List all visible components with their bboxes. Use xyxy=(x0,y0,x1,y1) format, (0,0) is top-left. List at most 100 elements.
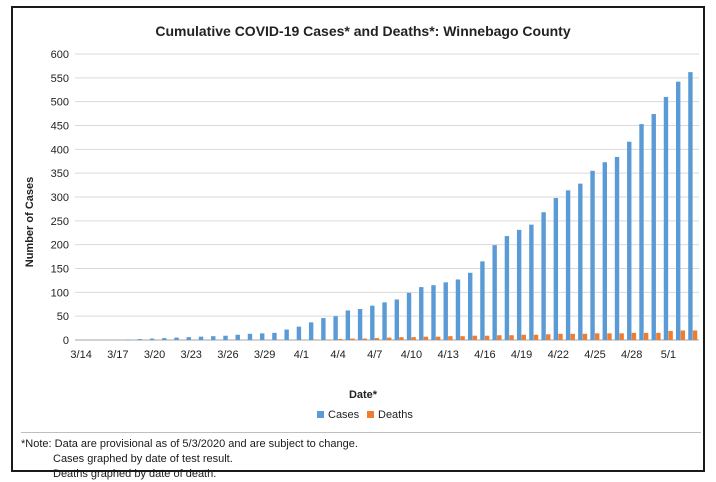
bar-cases xyxy=(370,306,374,340)
bar-cases xyxy=(382,302,386,340)
bar-cases xyxy=(150,339,154,340)
y-tick-label: 150 xyxy=(51,264,69,276)
bar-cases xyxy=(529,225,533,340)
covid-bar-chart: Cumulative COVID-19 Cases* and Deaths*: … xyxy=(13,8,703,428)
x-tick-label: 4/13 xyxy=(437,349,458,361)
bar-cases xyxy=(456,279,460,340)
x-tick-label: 4/4 xyxy=(330,349,345,361)
chart-title: Cumulative COVID-19 Cases* and Deaths*: … xyxy=(155,23,570,39)
bar-cases xyxy=(297,327,301,340)
bar-cases xyxy=(492,245,496,340)
bar-cases xyxy=(272,333,276,340)
bar-cases xyxy=(541,212,545,340)
bar-cases xyxy=(199,337,203,340)
bar-deaths xyxy=(644,333,648,340)
x-tick-label: 4/28 xyxy=(621,349,642,361)
bar-deaths xyxy=(693,330,697,340)
bar-cases xyxy=(223,336,227,340)
bar-deaths xyxy=(350,339,354,340)
x-tick-label: 4/1 xyxy=(294,349,309,361)
y-tick-label: 500 xyxy=(51,97,69,109)
bar-cases xyxy=(468,273,472,340)
bar-deaths xyxy=(509,335,513,340)
bar-deaths xyxy=(436,337,440,340)
bar-deaths xyxy=(595,333,599,340)
bar-cases xyxy=(444,282,448,340)
bar-cases xyxy=(578,184,582,340)
legend-label-deaths: Deaths xyxy=(378,409,413,421)
x-tick-label: 4/10 xyxy=(401,349,422,361)
y-tick-label: 250 xyxy=(51,216,69,228)
bar-deaths xyxy=(460,336,464,340)
y-tick-label: 200 xyxy=(51,240,69,252)
bar-deaths xyxy=(375,338,379,340)
y-tick-label: 600 xyxy=(51,49,69,61)
bar-deaths xyxy=(619,333,623,340)
x-tick-label: 4/25 xyxy=(584,349,605,361)
x-tick-label: 3/17 xyxy=(107,349,128,361)
bar-deaths xyxy=(485,336,489,340)
bar-cases xyxy=(590,171,594,340)
x-tick-label: 4/19 xyxy=(511,349,532,361)
x-tick-label: 4/16 xyxy=(474,349,495,361)
legend-swatch-cases xyxy=(317,411,324,418)
footnote-line-2: Cases graphed by date of test result. xyxy=(21,452,701,467)
y-tick-label: 0 xyxy=(63,335,69,347)
y-tick-label: 100 xyxy=(51,287,69,299)
bar-deaths xyxy=(399,337,403,340)
bar-deaths xyxy=(448,336,452,340)
footnote-line-1: *Note: Data are provisional as of 5/3/20… xyxy=(21,437,701,452)
bar-deaths xyxy=(473,336,477,340)
bar-deaths xyxy=(583,334,587,340)
bar-cases xyxy=(346,310,350,340)
chart-frame: Cumulative COVID-19 Cases* and Deaths*: … xyxy=(11,6,705,472)
bar-cases xyxy=(333,316,337,340)
x-tick-label: 3/23 xyxy=(181,349,202,361)
bar-deaths xyxy=(363,339,367,340)
bar-deaths xyxy=(558,334,562,340)
bar-cases xyxy=(480,261,484,340)
bars xyxy=(125,72,697,340)
bar-cases xyxy=(431,285,435,340)
bar-deaths xyxy=(632,333,636,340)
bar-cases xyxy=(419,287,423,340)
bar-deaths xyxy=(668,331,672,340)
x-tick-label: 3/20 xyxy=(144,349,165,361)
y-tick-label: 50 xyxy=(57,311,69,323)
y-tick-label: 400 xyxy=(51,144,69,156)
y-tick-label: 350 xyxy=(51,168,69,180)
x-tick-label: 3/14 xyxy=(70,349,91,361)
bar-cases xyxy=(395,299,399,340)
bar-cases xyxy=(639,124,643,340)
legend-swatch-deaths xyxy=(367,411,374,418)
bar-cases xyxy=(407,293,411,340)
y-tick-label: 450 xyxy=(51,121,69,133)
bar-cases xyxy=(309,322,313,340)
bar-cases xyxy=(554,198,558,340)
bar-deaths xyxy=(681,330,685,340)
bar-cases xyxy=(615,157,619,340)
bar-deaths xyxy=(607,333,611,340)
y-tick-label: 300 xyxy=(51,192,69,204)
bar-cases xyxy=(566,190,570,340)
bar-cases xyxy=(358,309,362,340)
bar-deaths xyxy=(546,334,550,340)
bar-cases xyxy=(162,338,166,340)
bar-deaths xyxy=(497,335,501,340)
bar-cases xyxy=(321,318,325,340)
bar-deaths xyxy=(387,338,391,340)
bar-deaths xyxy=(411,337,415,340)
bar-cases xyxy=(260,333,264,340)
footnote: *Note: Data are provisional as of 5/3/20… xyxy=(21,432,701,482)
bar-cases xyxy=(627,142,631,340)
bar-cases xyxy=(138,339,142,340)
bar-deaths xyxy=(338,339,342,340)
bar-cases xyxy=(676,82,680,340)
legend-label-cases: Cases xyxy=(328,409,360,421)
bar-cases xyxy=(284,330,288,340)
y-axis-label: Number of Cases xyxy=(24,177,36,267)
bar-cases xyxy=(211,336,215,340)
x-tick-label: 3/29 xyxy=(254,349,275,361)
